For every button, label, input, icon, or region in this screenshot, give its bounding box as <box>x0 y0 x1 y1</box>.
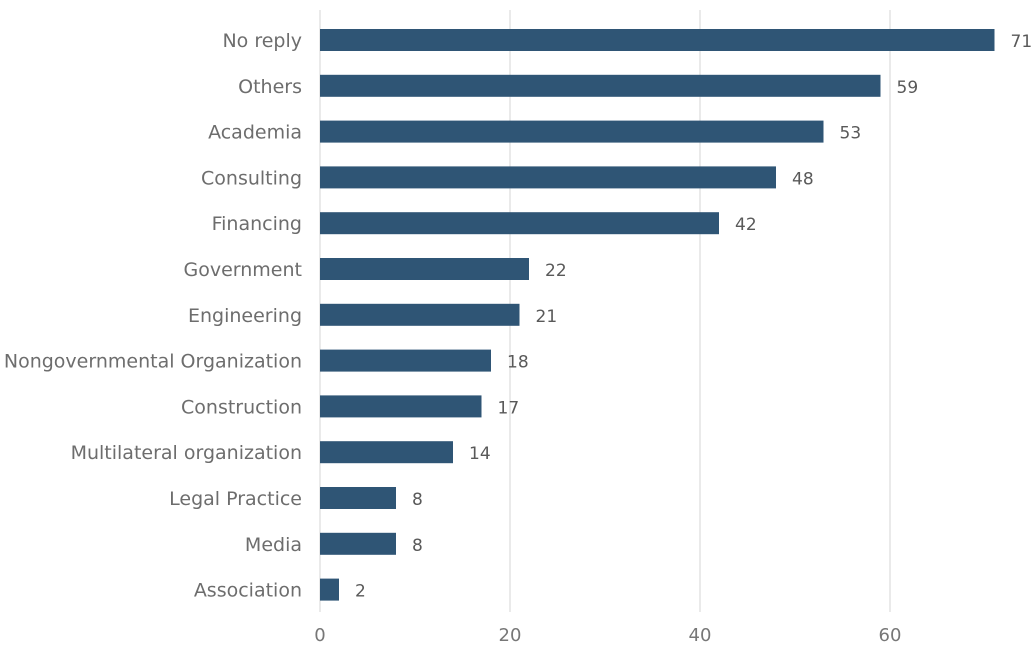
category-label: Nongovernmental Organization <box>4 351 302 373</box>
bar <box>320 258 529 280</box>
bar <box>320 395 482 418</box>
bar <box>320 578 339 601</box>
data-label: 53 <box>840 124 862 144</box>
data-label: 8 <box>412 490 423 510</box>
x-tick-label: 40 <box>689 625 712 646</box>
category-label: Others <box>238 76 302 98</box>
category-labels: No reply Others Academia Consulting Financin… <box>4 30 302 602</box>
data-label: 48 <box>792 169 814 189</box>
x-axis-tick-labels: 0 20 40 60 <box>314 625 901 646</box>
category-label: Financing <box>212 213 302 235</box>
data-label: 42 <box>735 215 757 235</box>
bar <box>320 303 520 326</box>
data-label: 2 <box>355 582 366 602</box>
data-label: 71 <box>1011 32 1033 52</box>
x-tick-label: 60 <box>879 625 902 646</box>
category-label: Multilateral organization <box>71 442 302 464</box>
value-labels: 71 59 53 48 42 22 21 18 17 14 8 8 2 <box>355 32 1032 602</box>
bar <box>320 29 995 51</box>
bar <box>320 120 824 143</box>
category-label: Construction <box>181 396 302 418</box>
bars <box>320 29 995 601</box>
data-label: 8 <box>412 536 423 556</box>
data-label: 22 <box>545 261 567 281</box>
category-label: Academia <box>208 122 302 144</box>
bar <box>320 532 396 555</box>
bar <box>320 166 776 189</box>
bar <box>320 74 881 97</box>
category-label: Media <box>245 534 302 556</box>
bar <box>320 349 491 372</box>
category-label: Engineering <box>188 305 302 327</box>
bar <box>320 441 453 464</box>
bar <box>320 487 396 509</box>
x-tick-label: 0 <box>314 625 325 646</box>
data-label: 17 <box>498 398 520 418</box>
data-label: 59 <box>897 78 919 98</box>
category-label: Legal Practice <box>169 488 302 510</box>
data-label: 21 <box>536 307 558 327</box>
bar <box>320 212 719 235</box>
data-label: 18 <box>507 353 529 373</box>
category-label: Consulting <box>201 167 302 189</box>
category-label: Association <box>194 580 302 602</box>
category-label: No reply <box>222 30 302 52</box>
category-label: Government <box>184 259 303 281</box>
x-tick-label: 20 <box>499 625 522 646</box>
data-label: 14 <box>469 444 491 464</box>
